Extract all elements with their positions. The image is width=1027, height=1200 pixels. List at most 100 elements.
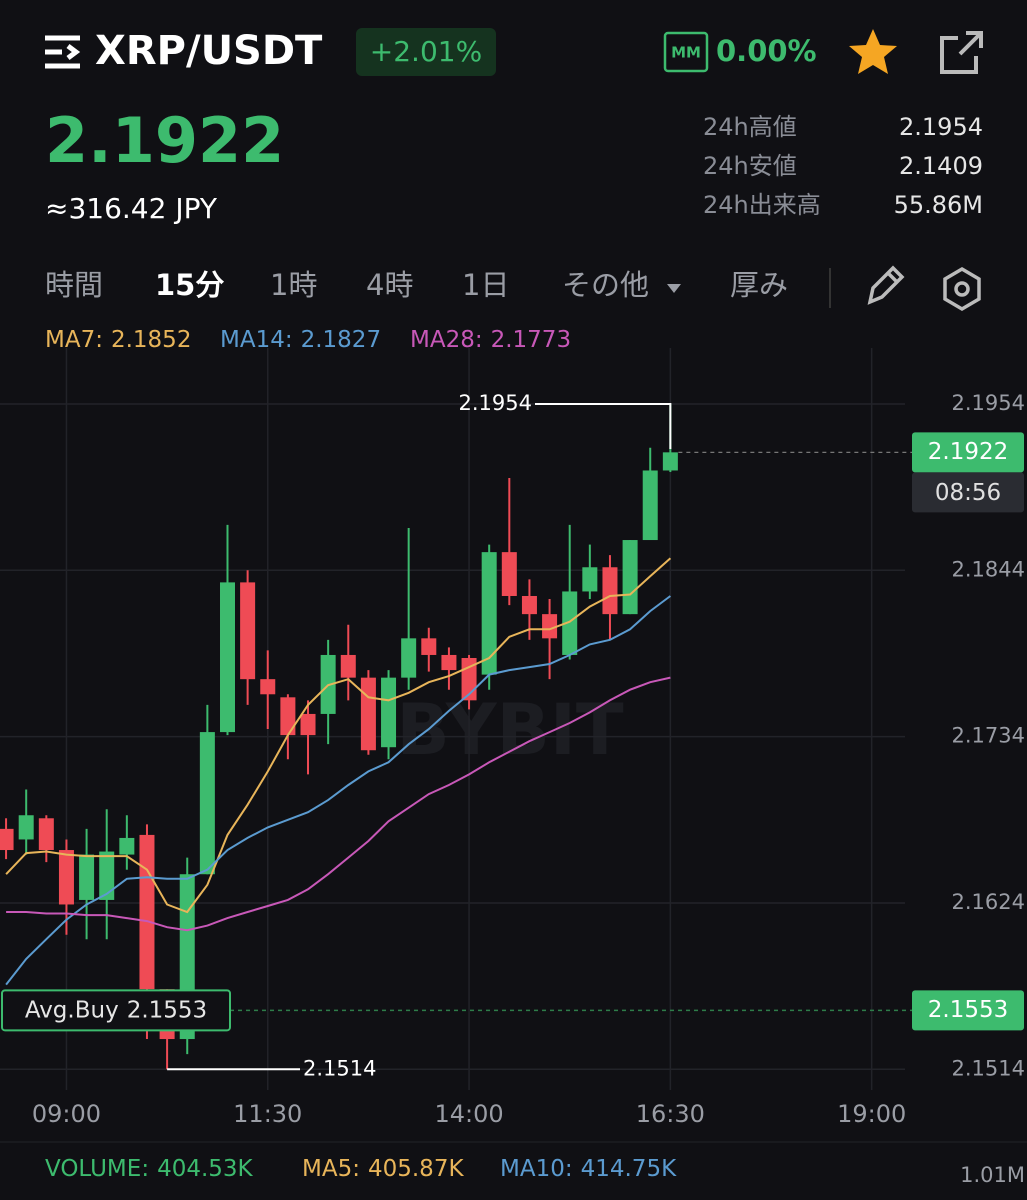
volume-legend-name: MA10: [500,1156,573,1182]
x-tick-label: 19:00 [837,1100,906,1128]
ma-name: MA14: [220,327,293,353]
volume-legend-entry: MA5: 405.87K [302,1156,464,1182]
candle-body [199,732,215,875]
settings-icon[interactable] [943,266,981,312]
volume-legend-name: MA5: [302,1156,360,1182]
candle-body [119,837,135,855]
share-icon[interactable] [940,31,983,74]
avg-buy-value: 2.1553 [127,997,207,1023]
candle-body [642,470,658,541]
y-tick-label: 2.1734 [952,724,1025,748]
favorite-star[interactable] [849,29,897,74]
tab[interactable]: 1時 [270,268,317,302]
candle-body [79,854,95,900]
candle-body [260,679,276,695]
candle-body [18,815,34,840]
candle-body [280,697,296,736]
ma-line [5,557,672,914]
candle-body [542,614,558,639]
mm-badge: MM [671,44,701,62]
symbol[interactable]: XRP/USDT [95,28,323,74]
mm-value: 0.00% [716,34,817,68]
stats: 24h高値 2.1954 24h安値 2.1409 24h出来高 55.86M [703,113,983,219]
tab[interactable]: 厚み [730,268,788,302]
ma-legend-entry: MA7: 2.1852 [45,327,191,353]
candle-body [562,591,578,655]
volume-legend-entry: MA10: 414.75K [500,1156,677,1182]
x-tick-label: 09:00 [32,1100,101,1128]
menu-icon[interactable] [45,35,81,69]
last-price: 2.1922 [45,104,284,177]
candle-body [0,828,14,851]
volume-legend-value: 404.53K [157,1156,253,1182]
x-tick-label: 11:30 [233,1100,302,1128]
ma-value: 2.1852 [111,327,191,353]
candle-body [99,851,115,900]
tab[interactable]: 1日 [462,268,509,302]
avg-buy-tag [912,990,1024,1031]
watermark: BYBIT [396,689,624,771]
draw-icon[interactable] [867,265,905,305]
high-marker-label: 2.1954 [459,391,532,415]
candle-body [240,582,256,680]
stat-value: 2.1409 [899,152,983,180]
stat-label: 24h安値 [703,152,797,180]
y-tick-label: 2.1624 [952,890,1025,914]
price-jpy: ≈316.42 JPY [45,192,218,225]
candle-body [300,713,316,736]
high-marker-line [535,402,672,449]
volume-axis-label: 1.01M [960,1163,1025,1187]
candle-body [401,638,417,678]
volume-legend-name: VOLUME: [45,1156,149,1182]
candle-body [340,654,356,678]
change: +2.01% [370,35,482,68]
y-tick-label: 2.1514 [952,1056,1025,1080]
tab[interactable]: その他 [562,268,649,302]
avg-buy-name: Avg.Buy [25,997,119,1023]
low-marker-label: 2.1514 [303,1056,376,1080]
candle-body [58,850,74,905]
countdown: 08:56 [935,480,1001,506]
last-price-tag [912,432,1024,473]
candle-body [360,677,376,751]
stat-value: 55.86M [894,191,983,219]
stat-value: 2.1954 [899,113,983,141]
chart: BYBIT 2.1954 2.1844 2.1734 2.1624 2.1514 09:00… [0,348,1027,1187]
avg-buy-tag-label: 2.1553 [928,997,1008,1023]
plot-area [0,403,678,1070]
ma-value: 2.1827 [301,327,381,353]
ma-legend-entry: MA14: 2.1827 [220,327,381,353]
y-tick-label: 2.1954 [952,391,1025,415]
ma-name: MA7: [45,327,103,353]
tab[interactable]: 4時 [366,268,413,302]
volume-legend-value: 414.75K [581,1156,677,1182]
candle-body [662,452,678,471]
change-badge [356,28,496,76]
candle-body [219,582,235,733]
stat-label: 24h高値 [703,113,797,141]
candle-body [602,567,618,615]
candle-body [501,552,517,596]
stat-label: 24h出来高 [703,191,821,219]
countdown-tag [912,472,1024,513]
ma-legend-entry: MA28: 2.1773 [410,327,571,353]
avg-buy-label: Avg.Buy 2.1553 [25,997,207,1023]
candle-body [481,552,497,675]
ma-line [6,676,671,932]
x-tick-label: 14:00 [434,1100,503,1128]
candle-body [622,540,638,615]
candle-body [381,677,397,748]
ma-name: MA28: [410,327,483,353]
x-tick-label: 16:30 [636,1100,705,1128]
candle-body [582,567,598,592]
tab[interactable]: 時間 [45,268,103,302]
ma-value: 2.1773 [491,327,571,353]
tab[interactable]: 15分 [155,268,224,302]
ma-line [5,595,671,986]
volume-legend-value: 405.87K [368,1156,464,1182]
y-tick-label: 2.1844 [952,557,1025,581]
candle-body [521,595,537,615]
candle-body [38,818,54,851]
